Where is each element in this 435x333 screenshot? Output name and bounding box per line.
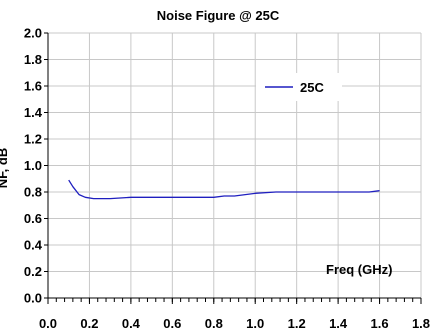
y-tick-label: 0.2	[24, 264, 42, 279]
x-tick-labels: 0.0 0.2 0.4 0.6 0.8 1.0 1.2 1.4 1.6 1.8	[39, 316, 430, 331]
y-tick-label: 0.6	[24, 211, 42, 226]
y-tick-label: 1.0	[24, 158, 42, 173]
y-tick-labels: 0.0 0.2 0.4 0.6 0.8 1.0 1.2 1.4 1.6 1.8 2.0	[24, 26, 43, 306]
x-tick-label: 1.8	[412, 316, 430, 331]
series-line-25c	[68, 179, 380, 200]
x-tick-label: 0.6	[163, 316, 181, 331]
x-tick-label: 0.4	[122, 316, 141, 331]
x-tick-label: 0.2	[80, 316, 98, 331]
y-tick-label: 0.4	[24, 238, 43, 253]
axes	[44, 32, 422, 304]
x-tick-label: 0.8	[205, 316, 223, 331]
y-tick-label: 1.6	[24, 79, 42, 94]
legend-label-25c: 25C	[300, 80, 324, 95]
y-tick-label: 1.4	[24, 105, 43, 120]
grid-lines	[48, 33, 421, 298]
x-tick-label: 1.0	[246, 316, 264, 331]
legend: 25C	[256, 73, 342, 101]
y-tick-label: 2.0	[24, 26, 42, 41]
minor-ticks	[47, 298, 422, 302]
y-tick-label: 1.8	[24, 52, 42, 67]
y-axis-label: NF, dB	[0, 148, 10, 188]
y-tick-label: 0.8	[24, 185, 42, 200]
chart-title: Noise Figure @ 25C	[157, 8, 280, 23]
x-tick-label: 1.2	[288, 316, 306, 331]
x-tick-label: 1.4	[329, 316, 348, 331]
x-axis-annotation: Freq (GHz)	[326, 262, 392, 277]
series-layer	[68, 179, 380, 200]
y-tick-label: 0.0	[24, 291, 42, 306]
y-tick-label: 1.2	[24, 132, 42, 147]
x-tick-label: 1.6	[371, 316, 389, 331]
x-tick-label: 0.0	[39, 316, 57, 331]
